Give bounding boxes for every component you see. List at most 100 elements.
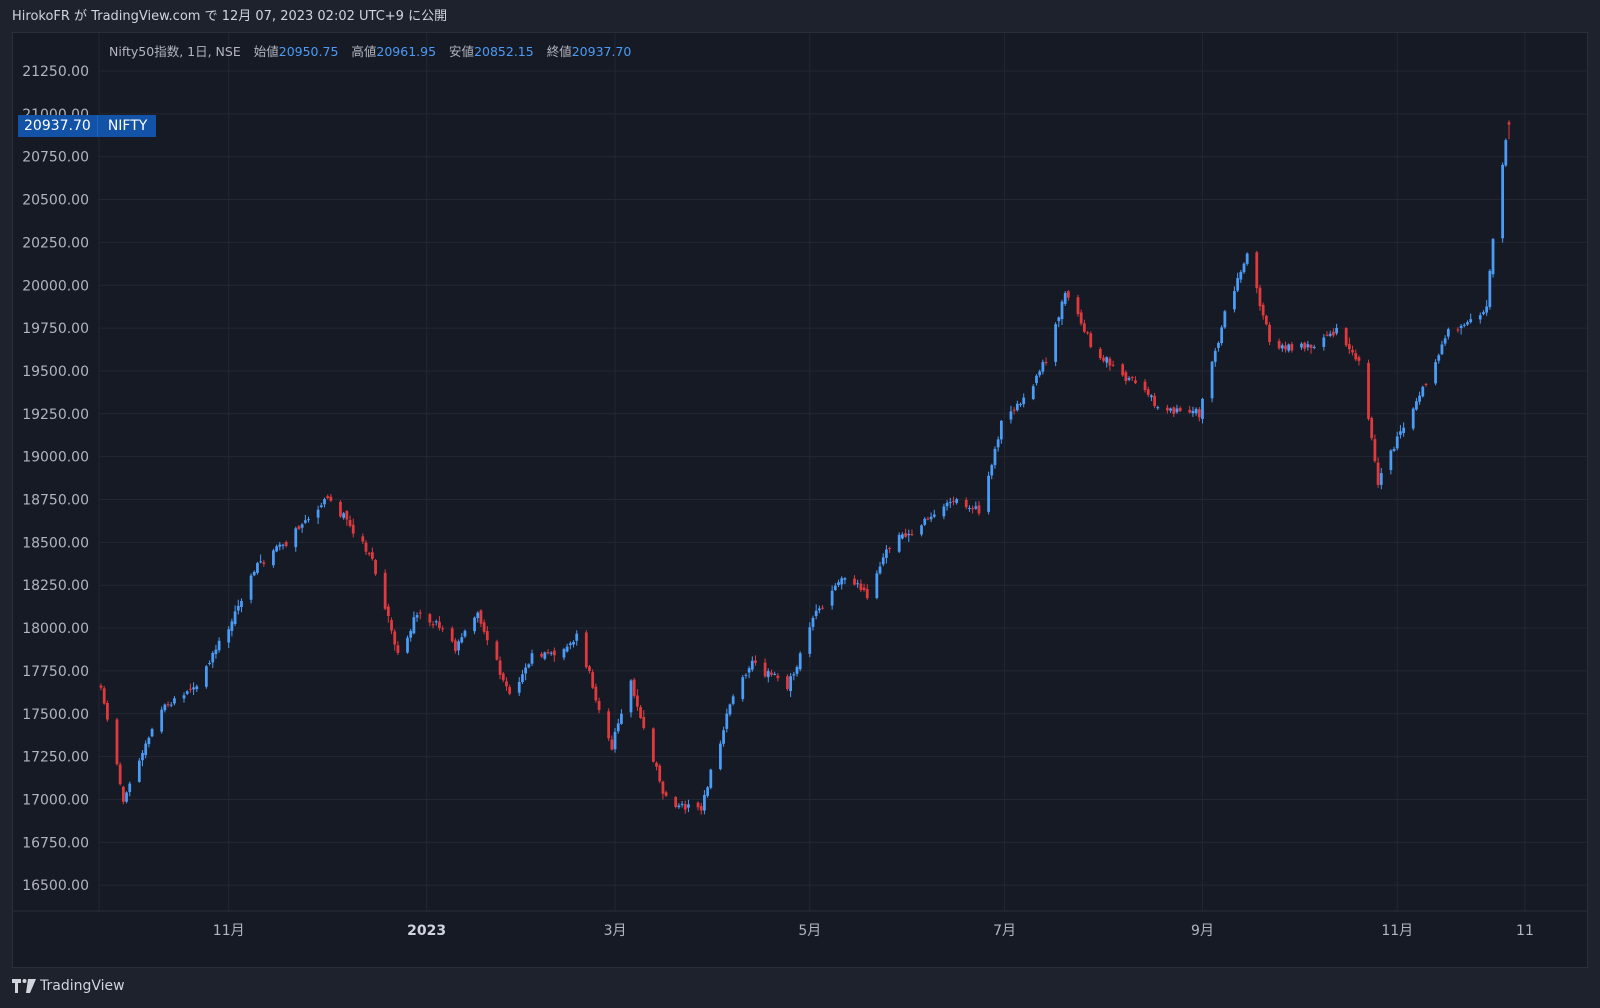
x-tick-label: 5月: [798, 923, 821, 939]
candle-body: [562, 649, 566, 658]
candle-body: [1191, 410, 1195, 414]
x-tick-label: 2023: [407, 923, 446, 939]
y-tick-label: 21250.00: [22, 64, 89, 80]
candle-body: [300, 524, 304, 528]
candle-body: [1258, 287, 1262, 307]
candle-body: [524, 667, 528, 674]
x-tick-label: 3月: [604, 923, 627, 939]
chart-pane[interactable]: 21250.0021000.0020750.0020500.0020250.00…: [12, 32, 1588, 968]
candle-body: [821, 607, 824, 609]
candle-body: [1233, 291, 1236, 310]
candle-body: [233, 611, 237, 624]
candle-body: [1309, 344, 1313, 348]
candle-body: [121, 786, 125, 802]
candle-body: [147, 737, 151, 745]
candle-body: [1354, 353, 1358, 360]
candle-body: [415, 615, 419, 618]
candle-body: [549, 652, 553, 654]
candle-body: [409, 630, 413, 638]
candle-body: [1015, 403, 1019, 411]
candle-body: [1261, 304, 1265, 316]
y-tick-label: 20500.00: [22, 193, 89, 209]
candle-body: [651, 728, 655, 762]
candle-body: [505, 681, 508, 687]
candle-body: [1082, 323, 1086, 332]
candle-body: [1210, 361, 1214, 399]
y-tick-label: 17500.00: [22, 707, 89, 723]
candle-body: [840, 578, 844, 585]
candle-body: [1242, 263, 1246, 273]
candle-body: [1421, 386, 1425, 397]
candlestick-chart[interactable]: 21250.0021000.0020750.0020500.0020250.00…: [13, 33, 1588, 968]
candle-body: [1501, 164, 1504, 239]
candle-body: [1067, 291, 1070, 298]
candle-body: [1306, 344, 1310, 348]
y-tick-label: 16750.00: [22, 835, 89, 851]
candle-body: [303, 520, 307, 523]
candle-body: [1395, 436, 1399, 449]
y-tick-label: 19500.00: [22, 364, 89, 380]
candle-body: [406, 637, 409, 653]
candle-body: [968, 507, 971, 509]
candle-body: [974, 506, 978, 509]
candle-body: [204, 666, 208, 687]
candle-body: [610, 739, 614, 750]
candle-body: [240, 600, 243, 608]
candle-body: [1332, 331, 1335, 336]
candle-body: [706, 787, 710, 796]
candle-body: [1213, 350, 1217, 362]
candle-body: [256, 563, 259, 573]
candle-body: [543, 652, 547, 659]
candle-body: [99, 685, 103, 688]
candle-body: [1328, 333, 1332, 336]
candle-body: [383, 572, 387, 609]
y-tick-label: 17000.00: [22, 792, 89, 808]
y-tick-label: 16500.00: [22, 878, 89, 894]
legend-high-value: 20961.95: [376, 44, 437, 59]
candle-body: [182, 695, 186, 699]
candle-body: [572, 641, 575, 645]
candle-body: [1507, 122, 1511, 125]
candle-body: [964, 500, 968, 508]
x-tick-label: 7月: [993, 923, 1016, 939]
candle-body: [639, 707, 642, 718]
candle-body: [750, 660, 754, 670]
candle-body: [361, 536, 365, 542]
candle-body: [102, 688, 106, 704]
candle-body: [236, 605, 240, 611]
candle-body: [374, 559, 377, 575]
candle-body: [674, 797, 678, 807]
candle-body: [128, 783, 132, 792]
candle-body: [278, 544, 282, 547]
candle-body: [501, 673, 505, 681]
candle-body: [307, 519, 310, 521]
y-tick-label: 17750.00: [22, 664, 89, 680]
candle-body: [1153, 395, 1156, 407]
candle-body: [521, 674, 524, 683]
candle-body: [1411, 408, 1415, 429]
y-tick-label: 20000.00: [22, 278, 89, 294]
candle-body: [1277, 341, 1281, 349]
candle-body: [438, 621, 441, 629]
legend-close-label: 終値: [546, 44, 572, 59]
candle-body: [530, 653, 534, 664]
candle-body: [339, 501, 342, 517]
candle-body: [1086, 332, 1089, 334]
candle-body: [1044, 361, 1048, 363]
candle-body: [1019, 404, 1022, 406]
candle-body: [508, 687, 512, 694]
candle-body: [1399, 431, 1402, 435]
candle-body: [817, 608, 821, 611]
y-tick-label: 19000.00: [22, 450, 89, 466]
candle-body: [1491, 239, 1495, 275]
legend-open-value: 20950.75: [278, 44, 339, 59]
y-tick-label: 20750.00: [22, 150, 89, 166]
candle-body: [795, 667, 799, 674]
candle-body: [741, 677, 745, 700]
candle-body: [620, 713, 623, 724]
candle-body: [294, 528, 298, 548]
candle-body: [546, 652, 550, 654]
publish-info: HirokoFR が TradingView.com で 12月 07, 202…: [12, 6, 447, 28]
candle-body: [1287, 344, 1291, 351]
candle-body: [323, 499, 326, 505]
